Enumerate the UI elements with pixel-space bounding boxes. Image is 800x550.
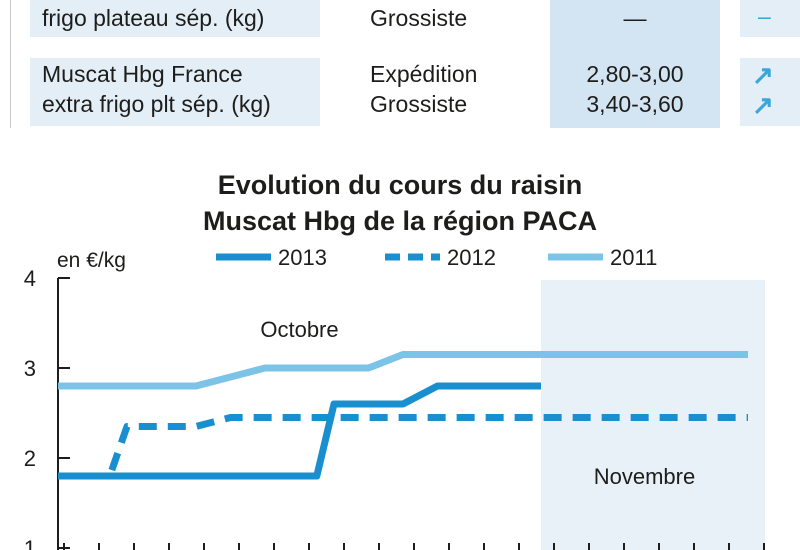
row1-product-band — [30, 0, 320, 37]
legend-label-2012: 2012 — [447, 245, 496, 270]
row1-stage-1: Grossiste — [370, 5, 468, 31]
legend-label-2013: 2013 — [278, 245, 327, 270]
row2-trend-band — [740, 58, 800, 126]
trend-up-arrow-icon: ↗ — [752, 90, 774, 120]
row2-product-line2: extra frigo plt sép. (kg) — [42, 91, 271, 117]
y-tick-label-4: 4 — [24, 266, 36, 291]
price-column-band — [550, 0, 720, 128]
row1-product-line1: frigo plateau sép. (kg) — [42, 5, 265, 31]
trend-up-arrow-icon: ↗ — [752, 60, 774, 90]
series-line-2011 — [58, 351, 748, 390]
row2-price-1: 2,80-3,00 — [586, 61, 684, 87]
price-table: frigo plateau sép. (kg) Grossiste — – Mu… — [0, 0, 800, 128]
row2-price-2: 3,40-3,60 — [586, 91, 684, 117]
y-tick-label-3: 3 — [24, 356, 36, 381]
chart-title-line1: Evolution du cours du raisin — [217, 170, 583, 200]
y-tick-label-1: 1 — [24, 536, 36, 550]
row2-stage-2: Grossiste — [370, 91, 468, 117]
row1-price-1: — — [623, 5, 647, 31]
row2-product-line1: Muscat Hbg France — [42, 61, 243, 87]
row2-product-band — [30, 58, 320, 126]
row1-trend-dash-icon: – — [758, 3, 771, 29]
chart-area: Evolution du cours du raisin Muscat Hbg … — [0, 128, 800, 550]
chart-title-line2: Muscat Hbg de la région PACA — [202, 206, 598, 236]
y-axis-label: en €/kg — [57, 249, 126, 272]
period-label-octobre: Octobre — [260, 317, 338, 342]
table-left-rule — [10, 0, 11, 128]
series-line-2013 — [58, 382, 541, 480]
series-line-2012 — [58, 414, 748, 480]
period-label-novembre: Novembre — [594, 464, 695, 489]
y-tick-label-2: 2 — [24, 446, 36, 471]
row1-trend-band — [740, 0, 800, 37]
legend-label-2011: 2011 — [610, 245, 657, 270]
row2-stage-1: Expédition — [370, 61, 478, 87]
